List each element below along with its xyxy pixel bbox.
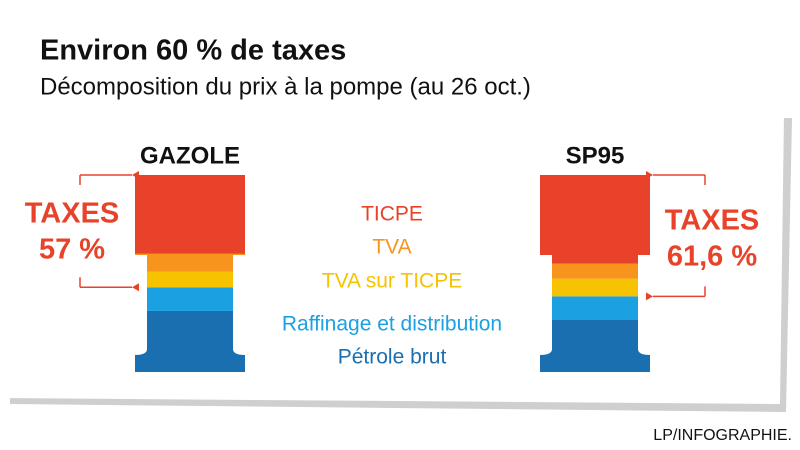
- legend-entry: TVA sur TICPE: [322, 270, 462, 293]
- segment: [540, 263, 650, 279]
- taxes-label: TAXES: [665, 205, 760, 237]
- segment: [540, 175, 650, 264]
- pump: [135, 175, 245, 372]
- segment: [540, 296, 650, 320]
- taxes-total: 61,6 %: [667, 241, 757, 273]
- arrow-head: [646, 171, 653, 179]
- arrow-head: [132, 171, 139, 179]
- pump: [540, 175, 650, 372]
- arrow-head: [132, 283, 139, 292]
- legend-entry: TVA: [372, 236, 411, 259]
- segment: [540, 278, 650, 297]
- category-label: SP95: [566, 142, 625, 169]
- segment: [135, 310, 245, 372]
- legend-entry: TICPE: [361, 203, 423, 226]
- taxes-total: 57 %: [39, 234, 105, 266]
- taxes-label: TAXES: [25, 198, 120, 230]
- segment: [540, 319, 650, 372]
- segment: [135, 271, 245, 288]
- subtitle: Décomposition du prix à la pompe (au 26 …: [40, 73, 531, 100]
- legend-entry: Raffinage et distribution: [282, 313, 502, 336]
- segment: [135, 175, 245, 254]
- arrow-head: [646, 292, 653, 301]
- category-label: GAZOLE: [140, 142, 240, 169]
- source: LP/INFOGRAPHIE.: [653, 427, 792, 444]
- segment: [135, 253, 245, 272]
- taxes-bracket: [79, 174, 132, 289]
- taxes-bracket: [653, 174, 706, 298]
- title: Environ 60 % de taxes: [40, 35, 346, 67]
- segment: [135, 287, 245, 311]
- legend-entry: Pétrole brut: [338, 346, 447, 369]
